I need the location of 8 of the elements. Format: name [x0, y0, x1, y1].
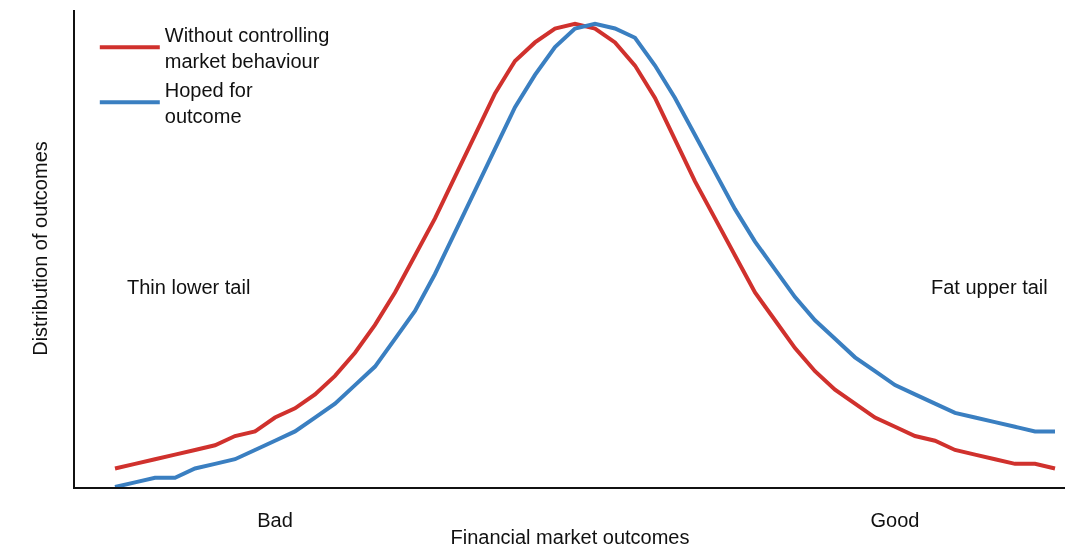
annotation: Fat upper tail [931, 276, 1048, 298]
x-tick-label: Bad [257, 508, 293, 531]
annotation: Thin lower tail [127, 276, 251, 298]
x-axis-title: Financial market outcomes [450, 525, 690, 548]
legend-label: Without controlling market behaviour [164, 24, 330, 73]
x-tick-label: Good [870, 508, 920, 531]
y-axis-title: Distribution of outcomes [29, 141, 52, 356]
legend-label: Hoped for outcome [164, 79, 253, 128]
